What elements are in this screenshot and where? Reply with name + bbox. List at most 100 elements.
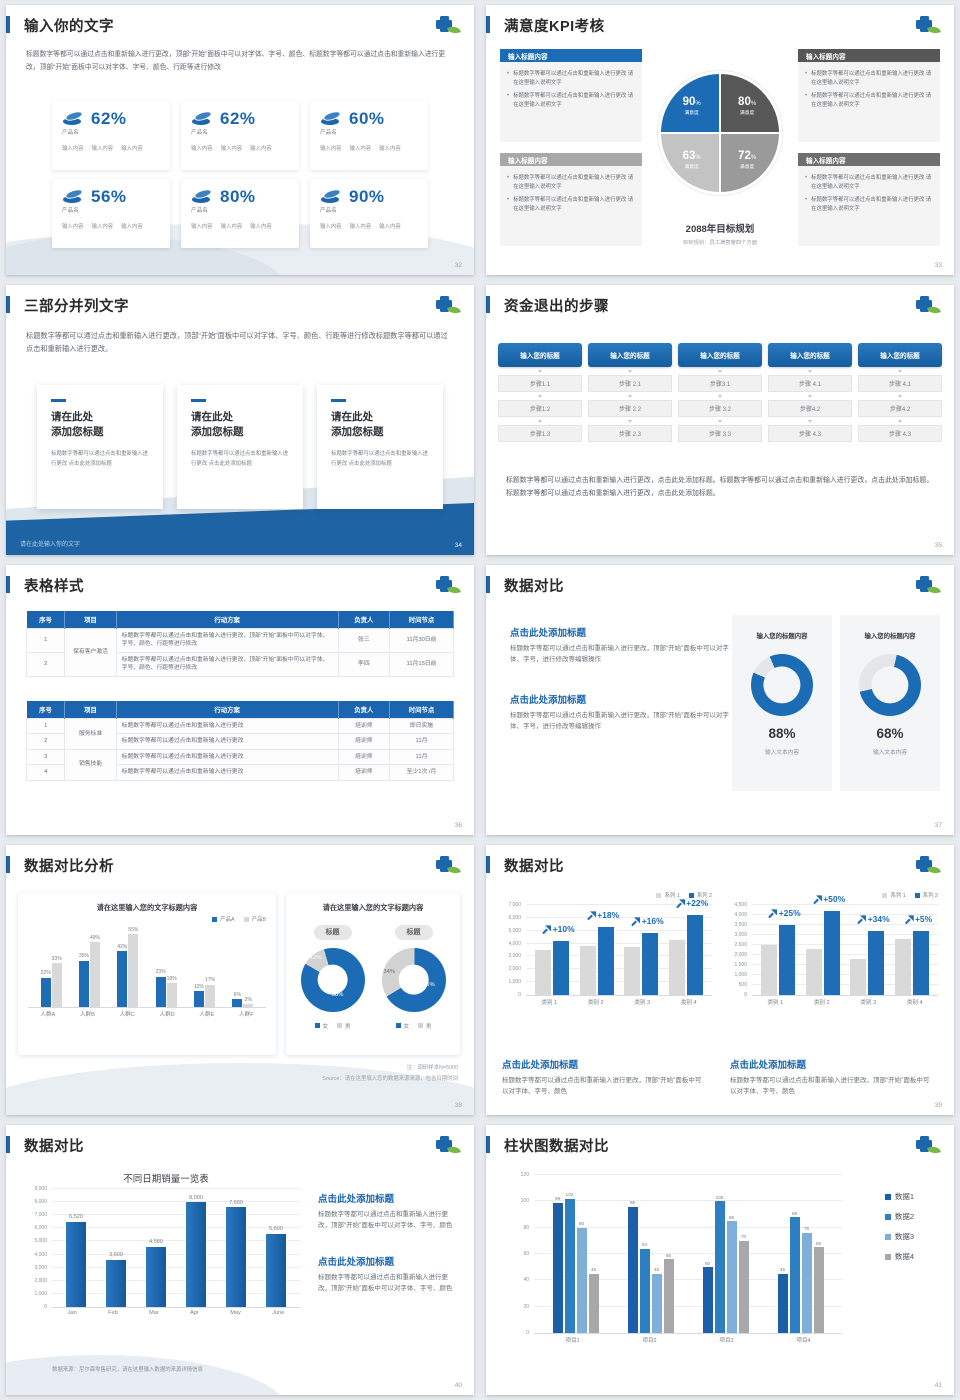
table-row: 4 标题数字等都可以通过点击和重新输入进行更改 培训师 至少1次 /月	[25, 764, 455, 781]
x-axis-labels: 项目1 项目2 项目3 项目4	[534, 1336, 842, 1344]
bar-value-label: 85	[728, 1214, 735, 1220]
step-box: 步骤 4.1	[768, 375, 852, 392]
slide-37[interactable]: 数据对比 点击此处添加标题 标题数字等都可以通过点击和重新输入进行更改，顶部“开始…	[486, 565, 954, 835]
product-card[interactable]: 产品名 62% 输入内容 输入内容 输入内容	[181, 101, 299, 170]
kpi-info-box: 输入标题内容 • 标题数字等都可以通过点击和重新输入进行更改 请在这里输入说明文字 •…	[500, 153, 642, 246]
product-card[interactable]: 产品名 56% 输入内容 输入内容 输入内容	[52, 179, 170, 248]
bar: 5,600	[266, 1226, 286, 1307]
slide-38[interactable]: 数据对比分析 请在这里输入您的文字标题内容 产品A 产品B 22% 33% 35% 49% 4…	[6, 845, 474, 1115]
slide-41[interactable]: 柱状图数据对比 99 102 80 45 96 64 45 56 50 100 85 70 45 88 76…	[486, 1125, 954, 1395]
cell-owner: 培训师	[337, 748, 390, 766]
growth-chart-block: 系列 1 系列 2 +10% +18% +16% +22% 0 1,000 2,000 3,000…	[500, 889, 712, 1008]
bar: 23%	[156, 969, 166, 1007]
title-card[interactable]: 请在此处 添加您标题 标题数字等都可以通过点击和重新输入进行更改 点击此处添加标题	[177, 385, 303, 509]
product-card[interactable]: 产品名 80% 输入内容 输入内容 输入内容	[181, 179, 299, 248]
title-accent-bar	[486, 16, 490, 33]
x-axis-label: Apr	[190, 1310, 199, 1316]
block-body: 标题数字等都可以通过点击和重新输入进行更改，顶部“开始”面板中可以对字体、字号，…	[510, 645, 729, 664]
increase-arrow-icon	[904, 915, 914, 924]
gridline	[52, 1214, 300, 1216]
bar-group: 6% 2%	[232, 992, 254, 1007]
growth-annotation: +10%	[542, 924, 575, 934]
donut-caption: 输入文本内容	[872, 750, 908, 756]
slide-40[interactable]: 数据对比 不同日期销量一览表 6,520 3,600 4,580 8,000 7,600 5…	[6, 1125, 474, 1395]
product-name: 产品名	[320, 207, 337, 214]
gridline	[534, 1305, 842, 1307]
legend-label: 系列 1	[664, 893, 680, 899]
y-axis-tick: 7,000	[508, 902, 521, 908]
slide-33[interactable]: 满意度KPI考核 输入标题内容 • 标题数字等都可以通过点击和重新输入进行更改 请在…	[486, 5, 954, 275]
placeholder-tag: 输入内容	[379, 224, 401, 230]
cell-time: 11月15日前	[388, 651, 455, 677]
table-row: 3 销售技能 标题数字等都可以通过点击和重新输入进行更改 培训师 11月	[25, 748, 455, 781]
donut-card[interactable]: 输入您的标题内容 88% 输入文本内容	[732, 615, 832, 791]
gridline	[526, 942, 712, 944]
donut-card-title: 输入您的标题内容	[864, 633, 916, 640]
bar: 33%	[52, 956, 62, 1007]
bullet-marker: •	[507, 93, 510, 100]
x-axis-label: 类别 3	[860, 1000, 877, 1006]
kpi-bullet: • 标题数字等都可以通过点击和重新输入进行更改 请在这里输入说明文字	[507, 70, 635, 87]
block-heading: 点击此处添加标题	[318, 1256, 395, 1268]
table-row: 1 服务标准 标题数字等都可以通过点击和重新输入进行更改 培训师 即日实施	[25, 717, 455, 750]
x-axis-label: 人群C	[119, 1012, 135, 1018]
product-name: 产品名	[62, 207, 79, 214]
title-card[interactable]: 请在此处 添加您标题 标题数字等都可以通过点击和重新输入进行更改 点击此处添加标题	[37, 385, 163, 509]
chart-card[interactable]: 请在这里输入您的文字标题内容 产品A 产品B 22% 33% 35% 49% 42% 55% 23…	[18, 893, 276, 1055]
product-card[interactable]: 产品名 90% 输入内容 输入内容 输入内容	[310, 179, 428, 248]
bar: 6,520	[66, 1214, 86, 1307]
product-card[interactable]: 产品名 60% 输入内容 输入内容 输入内容	[310, 101, 428, 170]
intro-text: 标题数字等都可以通过点击和重新输入进行更改，顶部“开始”面板中可以对字体、字号、…	[26, 51, 446, 71]
bar: 85	[726, 1215, 737, 1333]
column-header: 负责人	[338, 701, 390, 719]
placeholder-tag: 输入内容	[250, 224, 272, 230]
slide-39[interactable]: 数据对比 系列 1 系列 2 +10% +18% +16% +22% 0 1,000 2,000…	[486, 845, 954, 1115]
product-card[interactable]: 产品名 62% 输入内容 输入内容 输入内容	[52, 101, 170, 170]
column-header: 行动方案	[116, 611, 339, 629]
card-body: 标题数字等都可以通过点击和重新输入进行更改 点击此处添加标题	[191, 451, 289, 468]
legend-item: 数据4	[884, 1251, 914, 1262]
donut-card[interactable]: 输入您的标题内容 68% 输入文本内容	[840, 615, 940, 791]
cell-action: 标题数字等都可以通过点击和重新输入进行更改	[115, 717, 339, 735]
grid-cell: 三部分并列文字 标题数字等都可以通过点击和重新输入进行更改，顶部“开始”面板中可…	[0, 280, 480, 560]
brand-logo-icon	[914, 293, 941, 316]
donut-pair-card[interactable]: 请在这里输入您的文字标题内容 标题 12% 88% 女男标题 34% 66% 女男	[286, 893, 460, 1055]
brand-logo-icon	[914, 1133, 941, 1156]
slide-36[interactable]: 表格样式 序号 项目 行动方案 负责人 时间节点 1 保有客户激活 标题数字等都可以通过点击和…	[6, 565, 474, 835]
step-connector	[898, 369, 902, 373]
title-card[interactable]: 请在此处 添加您标题 标题数字等都可以通过点击和重新输入进行更改 点击此处添加标题	[317, 385, 443, 509]
legend-item: 系列 2	[688, 891, 712, 899]
slide-34[interactable]: 三部分并列文字 标题数字等都可以通过点击和重新输入进行更改，顶部“开始”面板中可…	[6, 285, 474, 555]
bar: 17%	[205, 977, 215, 1007]
bar-value-label: 88	[791, 1210, 798, 1216]
placeholder-tags: 输入内容 输入内容 输入内容	[320, 144, 420, 152]
bar-value-label: 80	[578, 1221, 585, 1227]
y-axis-tick: 6,000	[508, 914, 521, 921]
gridline	[526, 929, 712, 931]
bar: 88	[789, 1211, 800, 1333]
kpi-bullet: • 标题数字等都可以通过点击和重新输入进行更改 请在这里输入说明文字	[805, 196, 933, 213]
legend-item: 系列 2	[914, 891, 938, 899]
placeholder-tag: 输入内容	[220, 224, 243, 230]
x-axis-label: 类别 2	[813, 1000, 830, 1006]
card-title: 请在此处 添加您标题	[331, 410, 431, 442]
slide-32[interactable]: 输入你的文字 标题数字等都可以通过点击和重新输入进行更改，顶部“开始”面板中可以…	[6, 5, 474, 275]
quadrant-value: 72%	[738, 150, 757, 163]
step-box: 步骤4.2	[768, 400, 852, 417]
bar: 35%	[79, 953, 89, 1007]
donut-chart: 34% 66%	[381, 947, 446, 1012]
placeholder-tags: 输入内容 输入内容 输入内容	[191, 144, 291, 152]
bar	[850, 959, 867, 995]
bullet-text: 标题数字等都可以通过点击和重新输入进行更改 请在这里输入说明文字	[513, 71, 634, 86]
product-name: 产品名	[62, 129, 79, 136]
chart-legend: 女男	[294, 1020, 372, 1032]
bar-value-label: 96	[629, 1200, 636, 1206]
gridline	[752, 934, 938, 935]
bar: +10%	[542, 924, 575, 995]
x-axis-label: 类别 4	[680, 1000, 697, 1006]
bar: 6%	[232, 992, 243, 1007]
body-text: 标题数字等都可以通过点击和重新输入进行更改，点击此处添加标题。标题数字等都可以通…	[506, 477, 934, 497]
quadrant-caption: 满意度	[684, 110, 699, 116]
gender-donut: 标题 12% 88% 女男	[294, 921, 372, 1032]
slide-35[interactable]: 资金退出的步骤 输入您的标题 步骤1.1 步骤1.2 步骤1.3 输入您的标题 步骤 2.…	[486, 285, 954, 555]
